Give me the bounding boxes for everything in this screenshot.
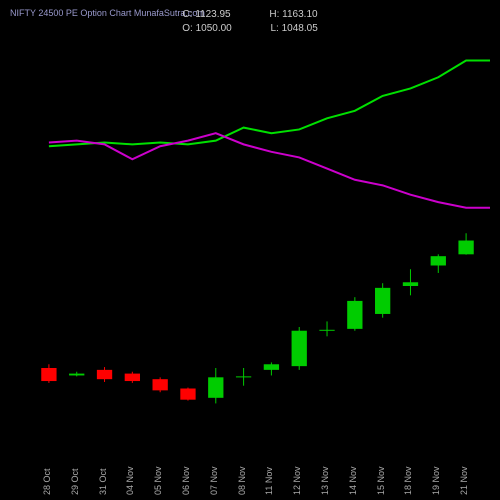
x-label: 06 Nov <box>181 466 191 495</box>
x-label: 08 Nov <box>237 466 247 495</box>
x-label: 11 Nov <box>264 467 274 495</box>
x-label: 12 Nov <box>292 466 302 495</box>
x-label: 07 Nov <box>209 466 219 495</box>
x-label: 28 Oct <box>42 468 52 495</box>
x-label: 19 Nov <box>431 466 441 495</box>
x-label: 05 Nov <box>153 466 163 495</box>
x-label: 14 Nov <box>348 466 358 495</box>
chart-canvas <box>0 0 500 500</box>
x-label: 31 Oct <box>98 468 108 495</box>
x-label: 18 Nov <box>403 466 413 495</box>
x-axis-labels: 28 Oct 29 Oct 31 Oct 04 Nov 05 Nov 06 Nov 07 N… <box>0 455 500 495</box>
x-label: 15 Nov <box>376 466 386 495</box>
x-label: 04 Nov <box>125 466 135 495</box>
x-label: 29 Oct <box>70 468 80 495</box>
x-label: 13 Nov <box>320 466 330 495</box>
x-label: 21 Nov <box>459 466 469 495</box>
